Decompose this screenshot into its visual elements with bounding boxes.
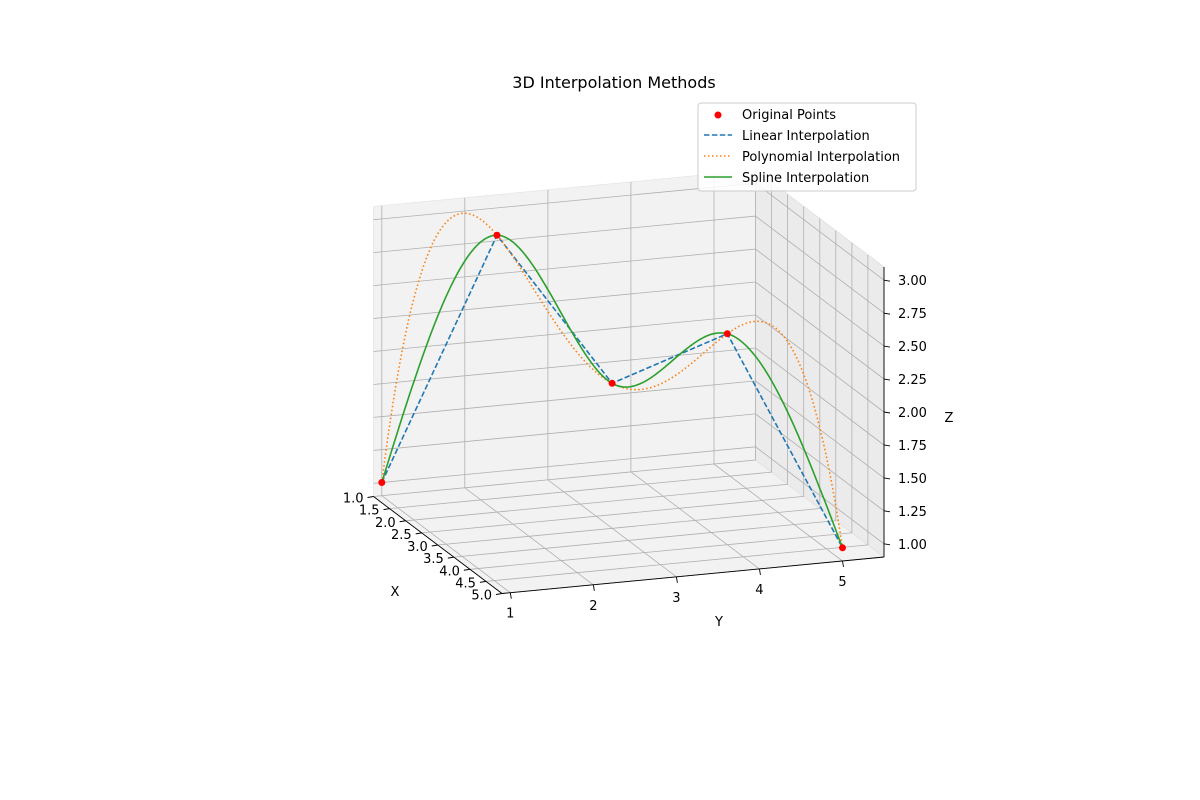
y-tick-3 [758,568,761,575]
grid-line-z-4 [373,314,885,413]
legend-label-spline: Spline Interpolation [742,171,869,186]
z-tick-4 [883,411,891,414]
z-tick-label-6: 2.50 [898,340,927,355]
z-tick-0 [883,543,891,546]
x-axis-label: X [391,585,400,600]
x-tick-label-0: 1.0 [343,492,364,507]
y-axis-label: Y [714,615,723,630]
grid-line-x-0 [373,170,756,497]
z-axis-label: Z [945,411,954,426]
z-tick-label-3: 1.75 [898,439,927,454]
grid-line-y-0 [381,205,511,594]
z-tick-5 [883,378,891,381]
z-tick-label-0: 1.00 [898,538,927,553]
grid-line-z-2 [373,380,885,479]
x-tick-label-5: 3.5 [423,552,444,567]
legend-label-linear: Linear Interpolation [742,129,870,144]
x-tick-1 [383,508,390,511]
legend-box [697,102,917,192]
z-tick-label-4: 2.00 [898,406,927,421]
y-tick-4 [842,560,844,568]
grid-line-x-6 [469,242,853,570]
grid-line-y-3 [630,181,760,570]
z-tick-label-1: 1.25 [898,505,927,520]
x-tick-8 [495,593,503,595]
grid-line-y-1 [464,197,594,586]
data-point-1 [493,231,501,239]
x-tick-label-2: 2.0 [375,516,396,531]
z-tick-1 [883,510,891,513]
x-tick-4 [431,544,438,547]
data-point-3 [723,330,731,338]
x-tick-2 [399,520,406,523]
grid-line-z-5 [373,281,885,380]
x-tick-label-8: 5.0 [471,589,492,604]
z-tick-8 [883,279,891,282]
legend-marker-original-points [714,111,722,119]
data-points [378,231,846,552]
z-tick-label-7: 2.75 [898,307,927,322]
z-tick-3 [883,444,891,447]
grid-line-x-2 [405,194,788,522]
grid-line-x-5 [453,230,837,558]
y-tick-label-2: 3 [672,591,680,606]
grid-line-z-6 [373,248,885,347]
grid-line-x-4 [437,218,821,546]
y-tick-label-0: 1 [506,607,514,622]
data-point-0 [378,479,386,486]
grid-line-z-1 [373,413,885,512]
z-tick-2 [883,477,891,480]
grid-line-z-3 [373,347,885,446]
x-tick-label-1: 1.5 [359,504,380,519]
z-tick-label-8: 3.00 [898,274,927,289]
y-tick-label-3: 4 [755,583,763,598]
y-tick-label-1: 2 [589,599,597,614]
z-tick-7 [883,312,891,315]
z-tick-6 [883,345,891,348]
x-tick-6 [463,568,470,571]
legend: Original Points Linear Interpolation Pol… [697,102,917,192]
axes: 1.01.52.02.53.03.54.04.55.0 1 2 3 4 5 1.00 1.25… [343,267,927,622]
grid-line-x-7 [485,254,869,582]
grid-line-x-1 [389,182,772,509]
y-tick-0 [509,592,512,599]
grid-line-y-2 [547,189,677,578]
legend-label-original-points: Original Points [742,108,836,123]
y-tick-1 [592,584,595,591]
z-tick-label-5: 2.25 [898,373,927,388]
x-tick-0 [367,496,374,498]
x-tick-label-7: 4.5 [455,576,476,591]
grid-line-x-3 [421,206,805,534]
z-tick-label-2: 1.50 [898,472,927,487]
data-point-2 [608,379,616,387]
y-axis-line [501,556,885,594]
x-tick-label-4: 3.0 [407,540,428,555]
x-tick-5 [447,556,454,559]
chart-title: 3D Interpolation Methods [512,73,715,92]
x-tick-label-6: 4.0 [439,564,460,579]
x-tick-label-3: 2.5 [391,528,412,543]
grid-line-y-4 [713,174,843,562]
grid-line-z-0 [373,446,885,545]
legend-label-polynomial: Polynomial Interpolation [742,150,900,165]
x-tick-3 [415,532,422,535]
y-tick-label-4: 5 [838,575,846,590]
x-tick-7 [479,580,487,583]
data-point-4 [839,544,846,552]
y-tick-2 [675,576,678,583]
